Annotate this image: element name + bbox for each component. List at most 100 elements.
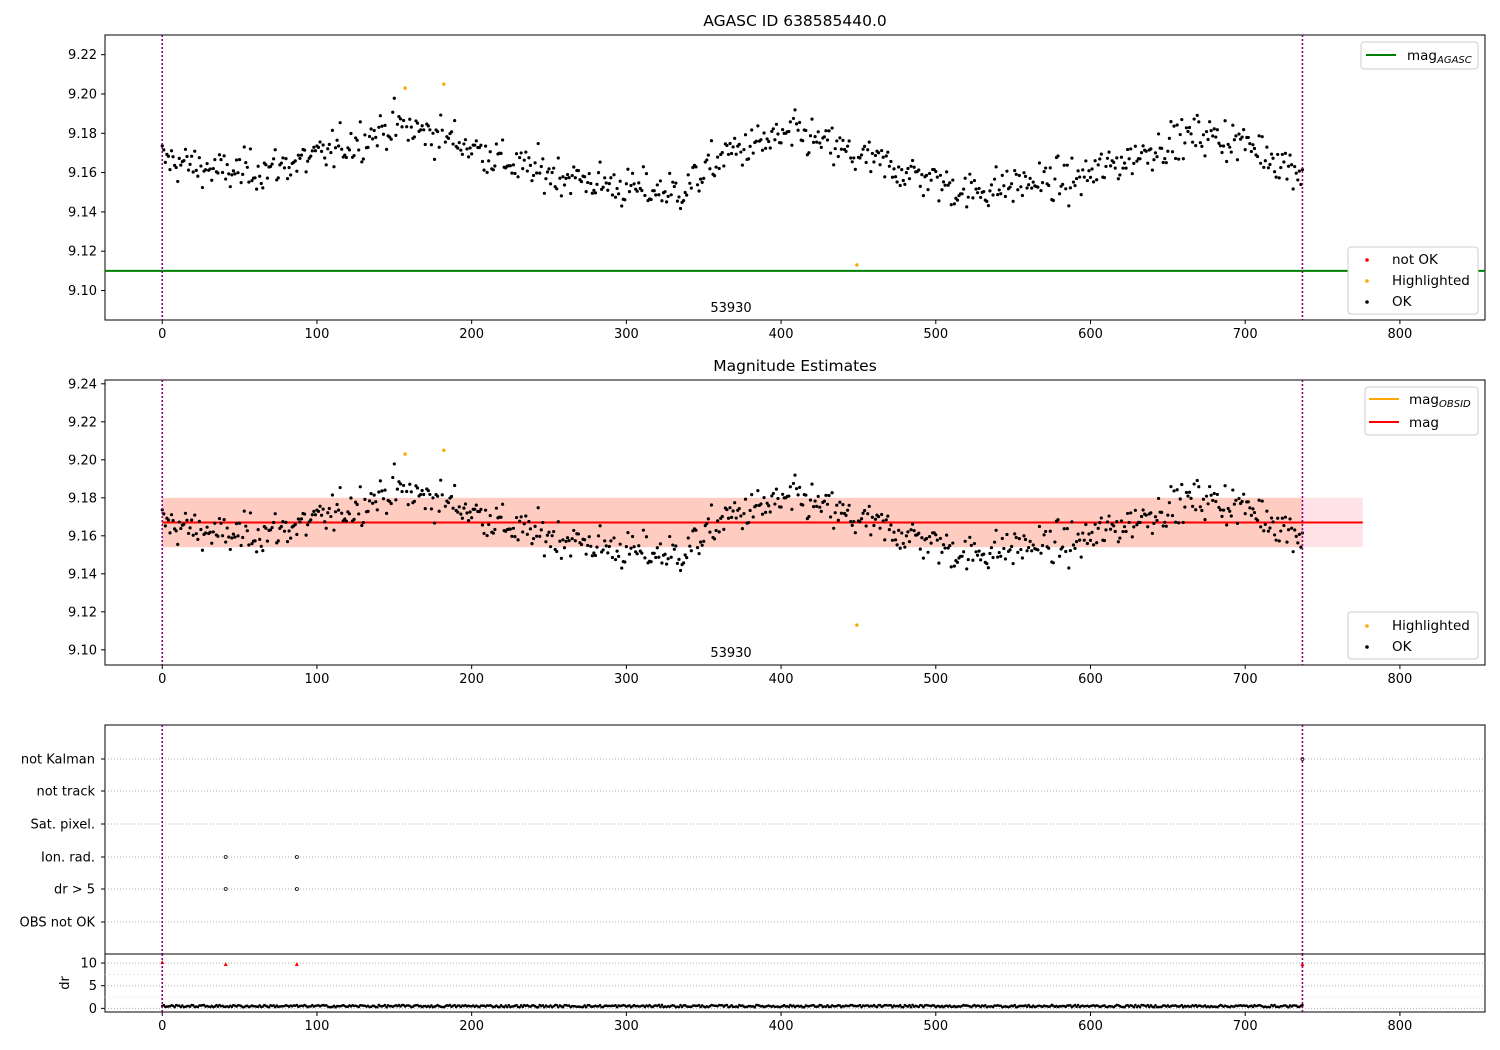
ok-point <box>465 511 469 515</box>
ok-point <box>627 190 632 194</box>
y-tick-label-4: 9.18 <box>68 491 97 506</box>
ok-point <box>1195 113 1199 117</box>
ok-point <box>966 195 970 199</box>
ok-point <box>422 492 426 497</box>
ok-point <box>858 156 862 160</box>
ok-point <box>567 176 571 180</box>
ok-point <box>1283 515 1288 519</box>
ok-point <box>1231 488 1235 492</box>
ok-point <box>689 186 693 190</box>
dr-point <box>908 1003 911 1007</box>
ok-point <box>1291 550 1295 554</box>
dr-point <box>549 1004 552 1007</box>
ok-point <box>1181 157 1185 161</box>
ok-point <box>220 534 225 538</box>
ok-point <box>609 539 613 543</box>
ok-point <box>586 543 590 548</box>
ok-point <box>737 506 741 511</box>
ok-point <box>539 164 543 169</box>
ok-point <box>559 194 563 198</box>
ok-point <box>324 526 328 530</box>
ok-point <box>920 172 924 177</box>
ok-point <box>333 510 338 514</box>
ok-point <box>876 514 881 519</box>
ok-point <box>909 164 913 168</box>
ok-point <box>1191 140 1195 144</box>
y-tick-label-2: 9.14 <box>68 567 97 582</box>
ok-point <box>955 198 960 202</box>
ok-point <box>1070 520 1074 524</box>
ok-point <box>655 183 659 187</box>
ok-point <box>836 518 840 522</box>
panel4-ylabel: dr <box>58 976 73 990</box>
ok-point <box>652 551 656 555</box>
ok-point <box>1242 492 1246 496</box>
ok-point <box>610 193 615 197</box>
ok-point <box>934 169 938 174</box>
y-tick-label-6: 9.22 <box>68 415 97 430</box>
x-tick-label-200: 200 <box>459 672 484 687</box>
ok-point <box>971 558 975 562</box>
ok-point <box>1209 493 1213 497</box>
ok-point <box>1217 141 1221 145</box>
ok-point <box>872 523 876 528</box>
x-tick-label-100: 100 <box>305 672 330 687</box>
ok-point <box>810 482 814 486</box>
ok-point <box>332 165 336 169</box>
ok-point <box>866 512 870 516</box>
ok-point <box>245 165 249 169</box>
ok-point <box>460 516 464 520</box>
ok-point <box>380 489 384 493</box>
ok-point <box>992 177 997 181</box>
ok-point <box>525 532 529 536</box>
ok-point <box>1283 151 1288 155</box>
ok-point <box>838 136 842 140</box>
ok-point <box>1229 514 1233 518</box>
flag-point <box>294 855 299 859</box>
dr-point <box>1076 1003 1080 1007</box>
ok-point <box>847 503 851 507</box>
ok-point <box>579 179 584 184</box>
highlighted-point <box>403 86 407 90</box>
ok-point <box>804 128 808 133</box>
ok-point <box>912 165 916 169</box>
ok-point <box>589 181 593 186</box>
legend-ok-label: OK <box>1392 294 1413 310</box>
ok-point <box>706 517 710 521</box>
ok-point <box>759 502 763 506</box>
ok-point <box>1098 157 1102 161</box>
dr-point <box>556 1005 560 1009</box>
ok-point <box>907 177 912 181</box>
ok-point <box>988 189 992 193</box>
ok-point <box>1067 566 1071 570</box>
ok-point <box>304 170 308 174</box>
ok-point <box>1266 166 1271 170</box>
ok-point <box>943 183 947 187</box>
y-tick-label-2: 9.14 <box>68 205 97 220</box>
dr-point <box>628 1004 631 1007</box>
dr-high-marker <box>223 961 228 966</box>
ok-point <box>897 528 901 532</box>
ok-point <box>637 181 641 185</box>
y-tick-label-1: 9.12 <box>68 245 97 260</box>
panel2-marks <box>160 380 1363 665</box>
ok-point <box>863 508 867 513</box>
x-tick-label-400: 400 <box>769 672 794 687</box>
ok-point <box>329 514 333 519</box>
ok-point <box>1042 169 1046 174</box>
ok-point <box>1242 127 1246 132</box>
ok-point <box>176 179 180 184</box>
ok-point <box>576 169 581 173</box>
ok-point <box>767 139 771 144</box>
ok-point <box>794 122 799 126</box>
x-tick-label-400: 400 <box>769 327 794 342</box>
ok-point <box>1065 527 1069 531</box>
dr-point <box>1013 1003 1016 1007</box>
ok-point <box>949 565 953 569</box>
ok-point <box>598 160 602 164</box>
ok-point <box>705 521 709 526</box>
ok-point <box>596 171 601 175</box>
ok-point <box>398 482 403 486</box>
ok-point <box>248 511 253 515</box>
ok-point <box>1223 119 1227 123</box>
